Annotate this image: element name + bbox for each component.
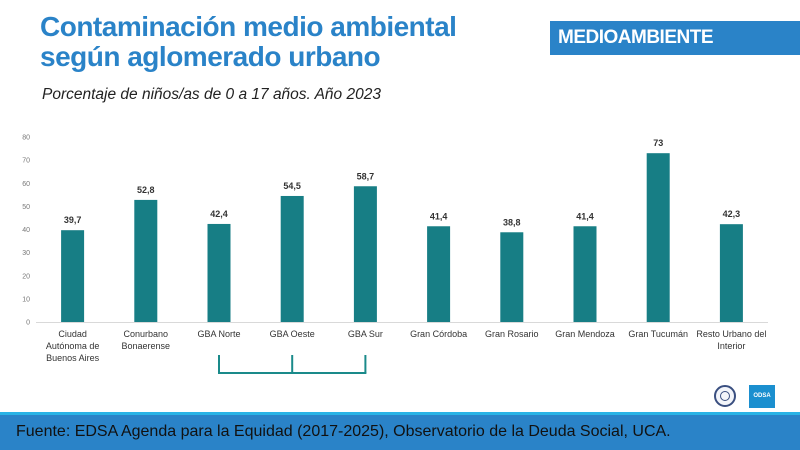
- bar: [573, 226, 597, 322]
- bar: [280, 195, 304, 322]
- y-tick-label: 60: [22, 181, 30, 188]
- y-tick-label: 10: [22, 296, 30, 303]
- source-note: Fuente: EDSA Agenda para la Equidad (201…: [16, 423, 671, 440]
- data-label: 58,7: [357, 171, 375, 181]
- y-tick-label: 50: [22, 204, 30, 211]
- footer-stripe: [0, 412, 800, 415]
- x-tick-label: GBA Sur: [348, 329, 383, 339]
- x-tick-label-line: Gran Córdoba: [410, 329, 467, 339]
- page-title: Contaminación medio ambiental según aglo…: [40, 11, 457, 72]
- data-label: 73: [653, 138, 663, 148]
- x-tick-label-line: Gran Mendoza: [555, 329, 615, 339]
- x-tick-label: Gran Mendoza: [555, 329, 615, 339]
- data-label: 41,4: [430, 211, 448, 221]
- footer-bar: Fuente: EDSA Agenda para la Equidad (201…: [0, 415, 800, 450]
- data-label: 42,4: [210, 209, 228, 219]
- bar: [646, 153, 670, 322]
- x-tick-label: GBA Oeste: [270, 329, 315, 339]
- data-label: 39,7: [64, 215, 82, 225]
- x-tick-label: Resto Urbano del Interior: [696, 329, 766, 351]
- seal-inner-icon: [720, 391, 730, 401]
- x-tick-label-line: Gran Tucumán: [628, 329, 688, 339]
- title-line-2: según aglomerado urbano: [40, 41, 381, 72]
- x-tick-label: Gran Tucumán: [628, 329, 688, 339]
- data-label: 38,8: [503, 217, 521, 227]
- data-label: 42,3: [723, 209, 741, 219]
- x-tick-label: GBA Norte: [197, 329, 240, 339]
- x-tick-label-line: GBA Oeste: [270, 329, 315, 339]
- bar: [134, 199, 158, 322]
- bar: [427, 226, 451, 322]
- bars-group: [61, 153, 743, 322]
- x-tick-label: Gran Córdoba: [410, 329, 467, 339]
- x-tick-label-line: Buenos Aires: [46, 353, 100, 363]
- title-line-1: Contaminación medio ambiental: [40, 11, 457, 42]
- x-tick-label-line: GBA Sur: [348, 329, 383, 339]
- bar: [353, 186, 377, 322]
- data-label: 52,8: [137, 185, 155, 195]
- x-tick-label: Ciudad Autónoma de Buenos Aires: [46, 329, 100, 363]
- y-tick-label: 80: [22, 135, 30, 142]
- category-labels-group: Ciudad Autónoma de Buenos Aires Conurbano Bo…: [46, 329, 767, 363]
- x-tick-label: Gran Rosario: [485, 329, 539, 339]
- bar: [719, 224, 743, 322]
- bar: [207, 223, 231, 322]
- x-tick-label-line: GBA Norte: [197, 329, 240, 339]
- y-axis: 0 10 20 30 40 50 60 70 80: [22, 135, 30, 327]
- chart-subtitle: Porcentaje de niños/as de 0 a 17 años. A…: [42, 86, 381, 103]
- x-tick-label-line: Resto Urbano del: [696, 329, 766, 339]
- odsa-logo: ODSA: [749, 385, 775, 408]
- y-tick-label: 70: [22, 158, 30, 165]
- data-label: 41,4: [576, 211, 594, 221]
- bar: [61, 230, 85, 322]
- y-tick-label: 20: [22, 273, 30, 280]
- section-badge: MEDIOAMBIENTE: [550, 21, 800, 55]
- x-tick-label-line: Bonaerense: [122, 341, 171, 351]
- value-labels-group: 39,7 52,8 42,4 54,5 58,7 41,4 38,8 41,4 73 42,3: [64, 138, 740, 227]
- bar-chart: 0 10 20 30 40 50 60 70 80 39,7 52,8 42,4 54,5 58,7 41…: [22, 135, 768, 374]
- data-label: 54,5: [283, 181, 301, 191]
- x-tick-label: Conurbano Bonaerense: [122, 329, 171, 351]
- x-tick-label-line: Conurbano: [124, 329, 169, 339]
- uca-seal-logo: [714, 385, 736, 407]
- x-tick-label-line: Gran Rosario: [485, 329, 539, 339]
- y-tick-label: 40: [22, 227, 30, 234]
- x-tick-label-line: Autónoma de: [46, 341, 100, 351]
- y-tick-label: 30: [22, 250, 30, 257]
- x-tick-label-line: Ciudad: [58, 329, 87, 339]
- bar: [500, 232, 524, 322]
- gba-bracket: [218, 355, 367, 374]
- x-tick-label-line: Interior: [717, 341, 745, 351]
- y-tick-label: 0: [26, 320, 30, 327]
